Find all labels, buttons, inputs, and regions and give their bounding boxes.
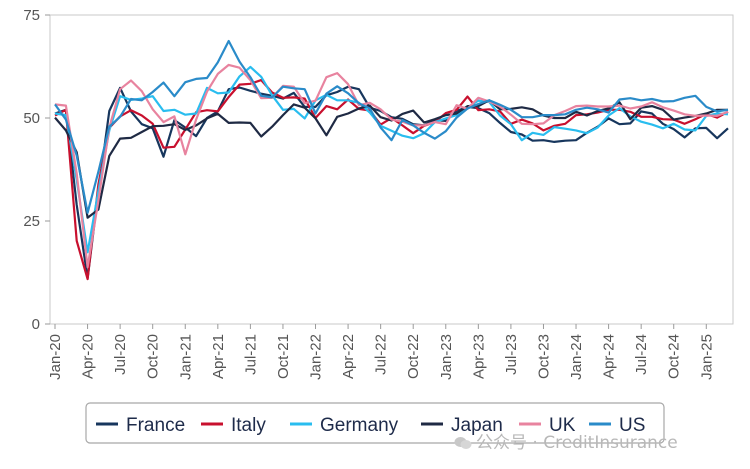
x-tick-label: Jan-20	[47, 334, 64, 380]
x-tick-label: Oct-23	[535, 334, 552, 379]
x-tick-label: Jan-25	[698, 334, 715, 380]
x-tick-label: Jan-22	[308, 334, 325, 380]
x-tick-label: Jul-22	[373, 334, 390, 375]
x-tick-label: Jul-24	[633, 334, 650, 375]
watermark: 公众号 · CreditInsurance	[454, 428, 678, 453]
chart-axes: 0 25 50 75 Jan-20 Apr-20 Jul-20 Oct-20 Jan-21 Apr…	[23, 7, 734, 380]
chat-bubble-icon	[454, 435, 472, 449]
series-line-italy	[54, 78, 729, 281]
x-tick-label: Jan-21	[177, 334, 194, 380]
legend-label-us: US	[619, 415, 645, 436]
x-tick-label: Jul-23	[503, 334, 520, 375]
x-tick-label: Apr-21	[210, 334, 227, 379]
legend-box	[85, 402, 665, 444]
series-line-us	[54, 39, 729, 214]
x-tick-label: Oct-21	[275, 334, 292, 379]
y-tick-label: 0	[32, 316, 40, 333]
y-tick-label: 50	[23, 110, 40, 127]
x-tick-label: Oct-20	[145, 334, 162, 379]
x-tick-label: Oct-22	[405, 334, 422, 379]
legend-label-france: France	[126, 415, 185, 436]
legend-label-japan: Japan	[451, 415, 503, 436]
x-tick-label: Jul-20	[112, 334, 129, 375]
series-line-uk	[54, 63, 729, 269]
y-tick-label: 75	[23, 7, 40, 24]
x-tick-label: Apr-22	[340, 334, 357, 379]
legend-label-germany: Germany	[320, 415, 399, 436]
watermark-text: 公众号 · CreditInsurance	[476, 433, 678, 453]
legend-label-italy: Italy	[231, 415, 266, 436]
series-line-germany	[54, 65, 729, 254]
chart-series	[54, 39, 729, 281]
x-tick-label: Apr-23	[470, 334, 487, 379]
plot-frame	[49, 14, 734, 325]
x-tick-label: Apr-24	[601, 334, 618, 379]
x-tick-label: Apr-20	[80, 334, 97, 379]
x-tick-label: Jan-24	[568, 334, 585, 380]
x-tick-label: Jan-23	[438, 334, 455, 380]
chart-legend: France Italy Germany Japan UK US	[85, 402, 665, 444]
y-tick-label: 25	[23, 213, 40, 230]
legend-label-uk: UK	[549, 415, 576, 436]
x-tick-label: Jul-21	[242, 334, 259, 375]
x-tick-label: Oct-24	[666, 334, 683, 379]
